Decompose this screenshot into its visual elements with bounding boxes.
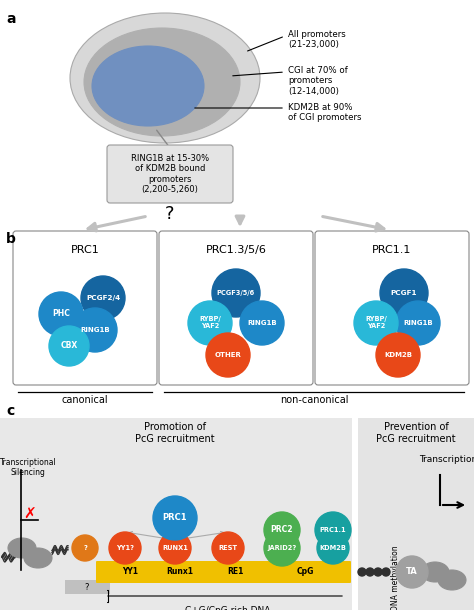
Text: REST: REST — [219, 545, 237, 551]
Text: RING1B: RING1B — [247, 320, 277, 326]
Text: ✗: ✗ — [24, 506, 36, 522]
Text: KDM2B at 90%
of CGI promoters: KDM2B at 90% of CGI promoters — [288, 103, 362, 123]
Circle shape — [159, 532, 191, 564]
Text: c: c — [6, 404, 14, 418]
Circle shape — [206, 333, 250, 377]
Text: PRC1.1: PRC1.1 — [372, 245, 412, 255]
Text: ?: ? — [165, 205, 175, 223]
Text: PRC2: PRC2 — [271, 525, 293, 534]
Text: RING1B at 15-30%
of KDM2B bound
promoters
(2,200-5,260): RING1B at 15-30% of KDM2B bound promoter… — [131, 154, 209, 194]
Ellipse shape — [70, 13, 260, 143]
Circle shape — [315, 512, 351, 548]
Text: KDM2B: KDM2B — [384, 352, 412, 358]
Text: ?: ? — [85, 583, 89, 592]
FancyBboxPatch shape — [159, 231, 313, 385]
FancyBboxPatch shape — [96, 561, 351, 583]
Text: CBX: CBX — [60, 342, 78, 351]
Circle shape — [396, 301, 440, 345]
Circle shape — [188, 301, 232, 345]
Text: RING1B: RING1B — [80, 327, 110, 333]
Circle shape — [382, 568, 390, 576]
Ellipse shape — [8, 538, 36, 558]
FancyBboxPatch shape — [107, 145, 233, 203]
Circle shape — [212, 269, 260, 317]
Circle shape — [374, 568, 382, 576]
Text: PHC: PHC — [52, 309, 70, 318]
Text: canonical: canonical — [62, 395, 109, 405]
Text: Transcriptional
Silencing: Transcriptional Silencing — [0, 458, 56, 478]
Circle shape — [240, 301, 284, 345]
Circle shape — [109, 532, 141, 564]
Circle shape — [396, 556, 428, 588]
Text: C+G/CpG rich DNA: C+G/CpG rich DNA — [185, 606, 270, 610]
Text: PRC1: PRC1 — [163, 514, 187, 523]
Text: PCGF1: PCGF1 — [391, 290, 417, 296]
FancyBboxPatch shape — [358, 418, 474, 610]
Text: PCGF2/4: PCGF2/4 — [86, 295, 120, 301]
Text: YY1?: YY1? — [116, 545, 134, 551]
Text: PCGF3/5/6: PCGF3/5/6 — [217, 290, 255, 296]
Circle shape — [73, 308, 117, 352]
Text: RING1B: RING1B — [403, 320, 433, 326]
Text: RYBP/
YAF2: RYBP/ YAF2 — [199, 317, 221, 329]
Circle shape — [264, 512, 300, 548]
Text: YY1: YY1 — [122, 567, 138, 576]
Text: DNA methylation: DNA methylation — [392, 545, 401, 610]
Text: KDM2B: KDM2B — [319, 545, 346, 551]
Text: JARID2?: JARID2? — [267, 545, 297, 551]
Circle shape — [39, 292, 83, 336]
Circle shape — [72, 535, 98, 561]
Circle shape — [354, 301, 398, 345]
FancyBboxPatch shape — [13, 231, 157, 385]
Circle shape — [153, 496, 197, 540]
Text: Runx1: Runx1 — [166, 567, 193, 576]
Text: CGI at 70% of
promoters
(12-14,000): CGI at 70% of promoters (12-14,000) — [288, 66, 348, 96]
Text: RYBP/
YAF2: RYBP/ YAF2 — [365, 317, 387, 329]
FancyBboxPatch shape — [0, 418, 352, 610]
Text: RUNX1: RUNX1 — [162, 545, 188, 551]
Text: TA: TA — [406, 567, 418, 576]
Text: b: b — [6, 232, 16, 246]
Text: ?: ? — [83, 545, 87, 551]
Text: Promotion of
PcG recruitment: Promotion of PcG recruitment — [135, 422, 215, 443]
Text: PRC1: PRC1 — [71, 245, 100, 255]
Text: Transcription: Transcription — [419, 456, 474, 464]
Circle shape — [317, 532, 349, 564]
Text: PRC1.3/5/6: PRC1.3/5/6 — [206, 245, 266, 255]
Text: a: a — [6, 12, 16, 26]
Text: CpG: CpG — [296, 567, 314, 576]
Text: Prevention of
PcG recruitment: Prevention of PcG recruitment — [376, 422, 456, 443]
Text: RE1: RE1 — [227, 567, 243, 576]
Circle shape — [212, 532, 244, 564]
FancyBboxPatch shape — [65, 580, 110, 594]
Text: non-canonical: non-canonical — [280, 395, 348, 405]
Circle shape — [81, 276, 125, 320]
Ellipse shape — [24, 548, 52, 568]
Circle shape — [380, 269, 428, 317]
FancyBboxPatch shape — [315, 231, 469, 385]
Circle shape — [366, 568, 374, 576]
Circle shape — [358, 568, 366, 576]
Text: PRC1.1: PRC1.1 — [319, 527, 346, 533]
Text: OTHER: OTHER — [215, 352, 241, 358]
Ellipse shape — [421, 562, 449, 582]
Text: All promoters
(21-23,000): All promoters (21-23,000) — [288, 30, 346, 49]
Circle shape — [376, 333, 420, 377]
Ellipse shape — [438, 570, 466, 590]
Ellipse shape — [92, 46, 204, 126]
Circle shape — [264, 530, 300, 566]
Circle shape — [49, 326, 89, 366]
Ellipse shape — [84, 28, 240, 136]
